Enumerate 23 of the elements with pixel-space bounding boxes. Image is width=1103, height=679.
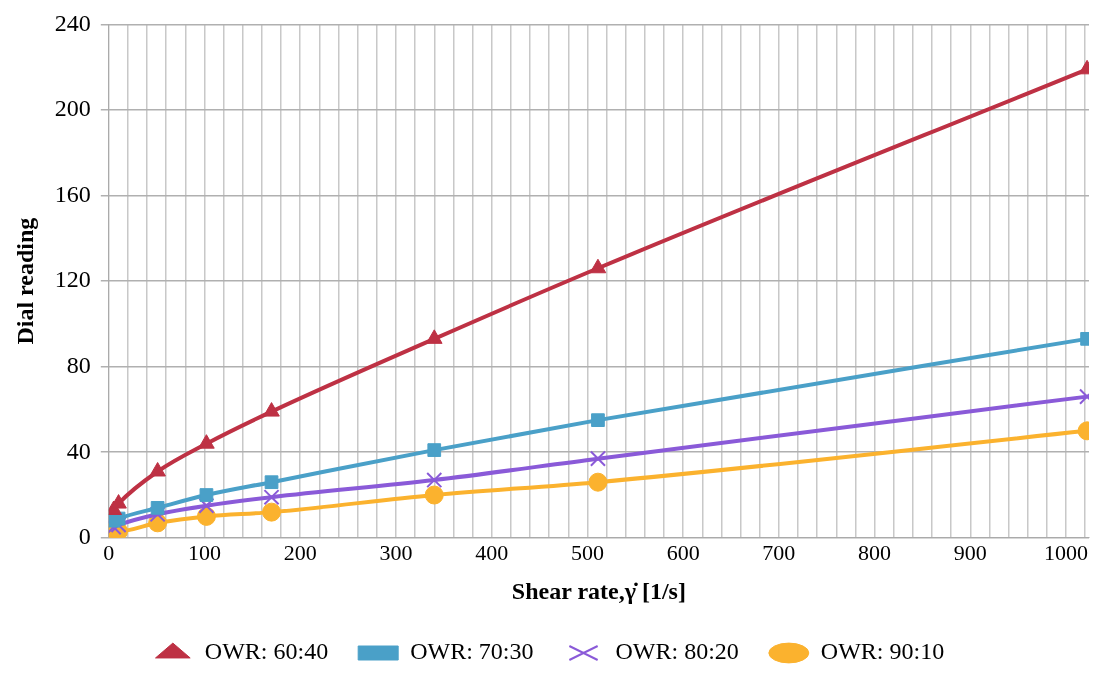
x-tick-label: 400 (475, 539, 509, 565)
y-tick-label: 240 (54, 9, 91, 36)
x-tick-label: 200 (283, 539, 317, 565)
x-tick-label: 700 (762, 539, 796, 565)
x-tick-label: 300 (379, 539, 413, 565)
y-axis-title: Dial reading (11, 217, 38, 345)
legend-label: OWR: 90:10 (820, 638, 945, 665)
x-tick-label: 500 (570, 539, 604, 565)
x-tick-label: 0 (103, 539, 115, 565)
x-tick-label: 900 (953, 539, 987, 565)
y-tick-label: 120 (54, 266, 91, 293)
legend-label: OWR: 80:20 (615, 638, 739, 665)
x-tick-label: 600 (666, 539, 700, 565)
y-tick-label: 200 (54, 95, 91, 122)
x-axis-title: Shear rate,γ̇ [1/s] (511, 577, 686, 604)
x-tick-label: 1000 (1044, 539, 1089, 565)
y-tick-label: 160 (54, 180, 91, 207)
x-tick-label: 100 (188, 539, 222, 565)
legend-label: OWR: 70:30 (410, 638, 534, 665)
legend-label: OWR: 60:40 (204, 638, 329, 665)
y-tick-label: 80 (66, 351, 91, 378)
y-tick-label: 40 (66, 437, 91, 464)
x-tick-label: 800 (858, 539, 892, 565)
